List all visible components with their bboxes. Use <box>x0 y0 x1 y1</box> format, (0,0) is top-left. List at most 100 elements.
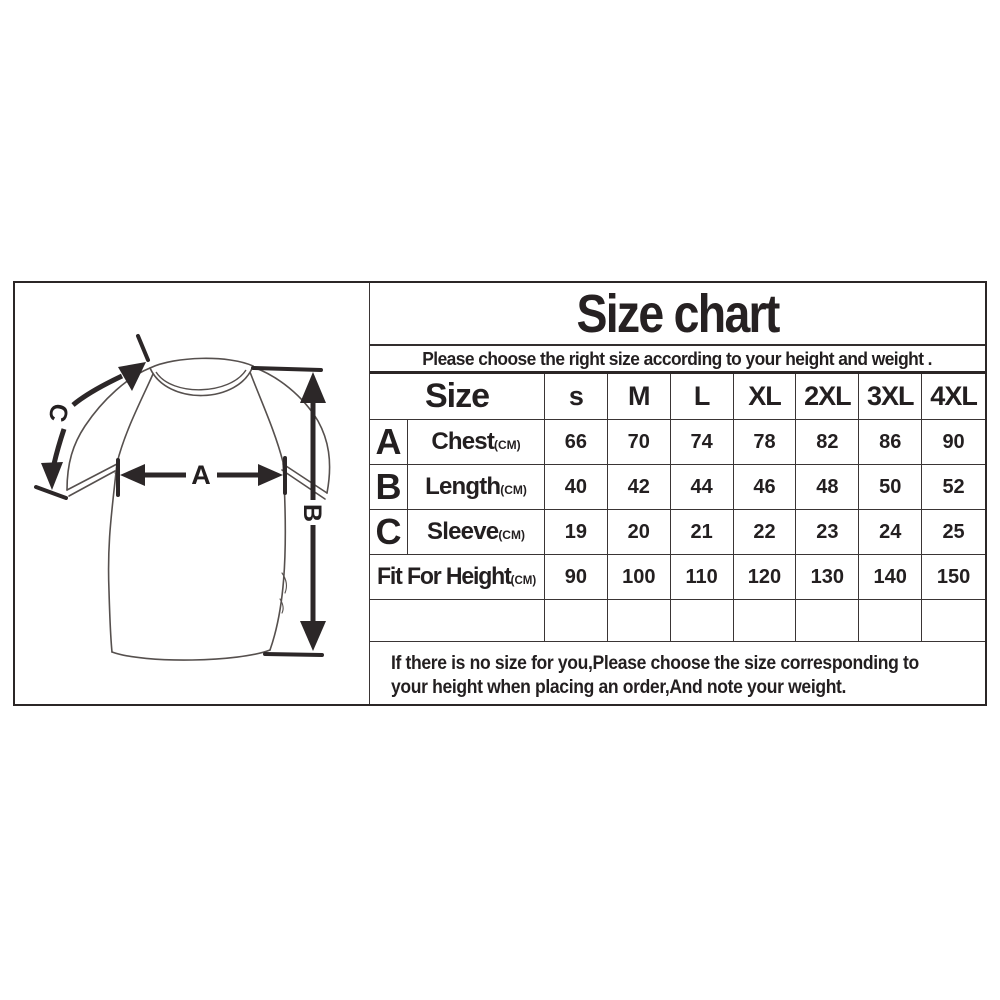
title-row: Size chart <box>370 283 985 346</box>
value-cell: 22 <box>733 510 797 555</box>
body-right-edge <box>269 461 287 651</box>
size-column-header: 3XL <box>859 374 923 420</box>
arrow-shafts <box>51 373 316 623</box>
value-cell: 44 <box>670 465 734 510</box>
value-cell: 110 <box>670 555 734 600</box>
value-text: 40 <box>564 475 588 498</box>
value-text: 90 <box>564 565 588 588</box>
value-text: 25 <box>942 520 965 543</box>
left-cuff-hem-line <box>68 470 116 497</box>
value-text: 140 <box>873 565 907 588</box>
size-header-label: Size <box>424 377 490 415</box>
value-text: 130 <box>810 565 845 588</box>
size-column-label: M <box>628 381 650 411</box>
value-text: 66 <box>564 430 588 453</box>
fit-height-unit: (CM) <box>510 573 537 587</box>
empty-cell <box>859 600 923 642</box>
length-arrowhead-up <box>300 372 326 403</box>
collar <box>148 357 255 397</box>
value-text: 21 <box>690 520 713 543</box>
value-text: 70 <box>627 430 650 453</box>
size-column-header: 4XL <box>922 374 985 420</box>
empty-cell <box>670 600 734 642</box>
empty-cell <box>922 600 985 642</box>
measure-letter: B <box>375 466 402 507</box>
subtitle-text: Please choose the right size according t… <box>422 347 933 369</box>
sleeve-arrow-curve-top <box>71 373 124 407</box>
empty-cell <box>607 600 671 642</box>
empty-cell <box>733 600 797 642</box>
size-column-label: 2XL <box>804 381 852 411</box>
empty-cell <box>545 600 608 642</box>
right-raglan-seam <box>249 371 284 463</box>
value-text: 100 <box>622 565 656 588</box>
measure-unit: (CM) <box>500 483 527 497</box>
value-cell: 40 <box>545 465 608 510</box>
value-text: 48 <box>816 475 839 498</box>
body-left-edge <box>107 462 118 653</box>
size-chart-panel: A B C Size chart Please choose the right… <box>13 281 987 706</box>
value-cell: 86 <box>859 420 923 465</box>
value-cell: 20 <box>607 510 671 555</box>
value-cell: 21 <box>670 510 734 555</box>
tshirt-diagram-svg: A B C <box>34 334 331 661</box>
collar-inner <box>155 369 247 391</box>
empty-cell <box>370 600 545 642</box>
value-text: 74 <box>690 430 713 453</box>
measure-letter: C <box>375 511 402 552</box>
chest-arrowhead-right <box>258 464 283 486</box>
size-table: Size s M L XL 2XL 3XL 4XL A Chest(CM) 66 70 74 78 82 86… <box>370 374 985 642</box>
value-cell: 52 <box>922 465 985 510</box>
size-chart-table-area: Size chart Please choose the right size … <box>370 283 985 704</box>
value-cell: 23 <box>796 510 860 555</box>
value-text: 78 <box>753 430 776 453</box>
sleeve-arrowhead-down <box>41 462 63 490</box>
tshirt-outline <box>66 366 331 661</box>
empty-cell <box>796 600 860 642</box>
value-cell: 19 <box>545 510 608 555</box>
size-header-cell: Size <box>370 374 545 420</box>
value-cell: 120 <box>733 555 797 600</box>
value-text: 46 <box>753 475 776 498</box>
sleeve-arrowhead-up <box>118 362 146 391</box>
size-column-label: 4XL <box>930 381 978 411</box>
measure-ticks <box>34 334 324 657</box>
value-text: 23 <box>816 520 839 543</box>
sleeve-bottom-tick <box>34 485 68 500</box>
right-cuff-line <box>282 463 328 494</box>
value-cell: 66 <box>545 420 608 465</box>
chest-arrowhead-left <box>120 464 145 486</box>
value-text: 86 <box>879 430 902 453</box>
size-column-label: s <box>568 381 584 411</box>
measure-name-cell: Chest(CM) <box>408 420 545 465</box>
size-column-header: M <box>607 374 671 420</box>
length-label: B <box>298 504 326 522</box>
size-column-header: 2XL <box>796 374 860 420</box>
footer-line-2: your height when placing an order,And no… <box>391 675 847 698</box>
sleeve-arrow-curve-bottom <box>51 428 67 465</box>
size-column-header: XL <box>733 374 797 420</box>
value-cell: 74 <box>670 420 734 465</box>
bottom-hem <box>111 649 271 661</box>
arrow-heads <box>41 362 326 651</box>
right-cuff-hem-line <box>281 469 326 500</box>
measure-letter-cell: C <box>370 510 408 555</box>
value-cell: 150 <box>922 555 985 600</box>
size-column-header: s <box>545 374 608 420</box>
fit-height-label-cell: Fit For Height(CM) <box>370 555 545 600</box>
size-column-label: XL <box>748 381 782 411</box>
value-text: 44 <box>690 475 713 498</box>
size-column-label: L <box>693 381 710 411</box>
measure-name: Chest(CM) <box>431 428 521 455</box>
value-cell: 100 <box>607 555 671 600</box>
value-text: 19 <box>564 520 588 543</box>
subtitle-row: Please choose the right size according t… <box>370 346 985 374</box>
wrinkle-line <box>281 572 288 594</box>
value-text: 110 <box>685 565 718 588</box>
value-cell: 24 <box>859 510 923 555</box>
value-cell: 140 <box>859 555 923 600</box>
measure-name: Length(CM) <box>425 473 527 500</box>
value-cell: 25 <box>922 510 985 555</box>
left-raglan-seam <box>116 373 154 464</box>
value-text: 42 <box>627 475 650 498</box>
